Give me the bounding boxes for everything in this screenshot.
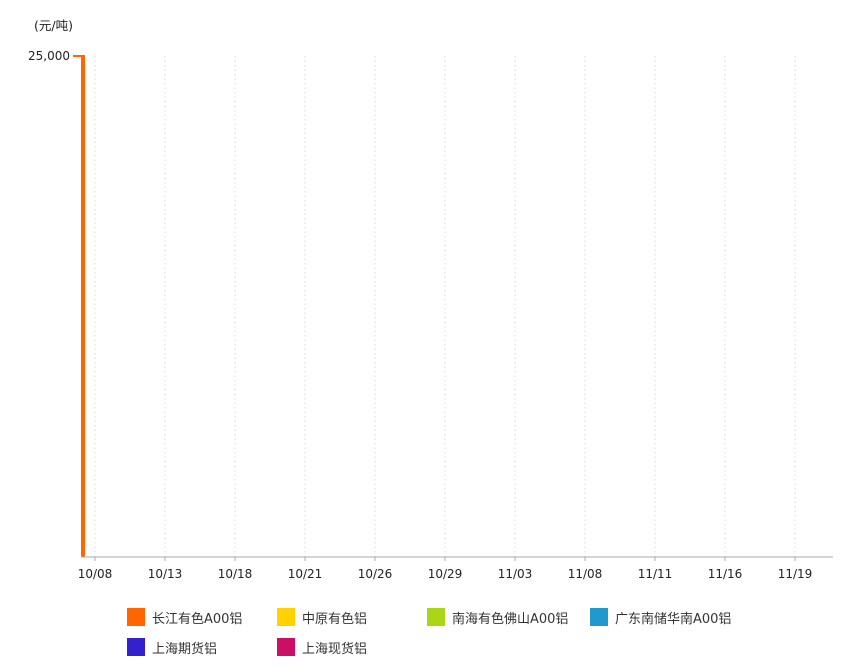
legend-label: 长江有色A00铝 [152, 611, 243, 627]
x-axis-label: 11/16 [708, 567, 743, 581]
legend-swatch [427, 608, 445, 626]
x-axis-label: 11/19 [778, 567, 813, 581]
legend-item-0: 长江有色A00铝 [127, 607, 242, 627]
x-axis-label: 11/08 [568, 567, 603, 581]
legend-swatch [127, 638, 145, 656]
chart-svg: 25,00024,00023,00022,00021,00020,00019,0… [28, 49, 833, 581]
legend-item-5: 上海现货铝 [277, 637, 367, 657]
legend-item-1: 中原有色铝 [277, 607, 367, 627]
x-axis-label: 10/26 [358, 567, 393, 581]
x-axis-label: 10/29 [428, 567, 463, 581]
y-axis-unit-label: (元/吨) [34, 18, 73, 33]
legend-swatch [277, 638, 295, 656]
legend-swatch [590, 608, 608, 626]
legend-label: 中原有色铝 [302, 611, 368, 627]
legend-label: 南海有色佛山A00铝 [452, 611, 569, 627]
x-axis-label: 10/21 [288, 567, 323, 581]
y-axis-line [81, 55, 85, 557]
x-axis-label: 11/11 [638, 567, 673, 581]
y-axis-label: 25,000 [28, 49, 70, 63]
x-axis-label: 10/18 [218, 567, 253, 581]
legend-item-3: 广东南储华南A00铝 [590, 607, 731, 627]
legend-label: 上海现货铝 [302, 641, 368, 657]
x-axis-label: 10/08 [78, 567, 113, 581]
legend-label: 上海期货铝 [152, 641, 218, 657]
legend-swatch [127, 608, 145, 626]
legend-item-4: 上海期货铝 [127, 637, 217, 657]
x-axis-label: 11/03 [498, 567, 533, 581]
legend-swatch [277, 608, 295, 626]
x-axis-label: 10/13 [148, 567, 183, 581]
legend-item-2: 南海有色佛山A00铝 [427, 607, 568, 627]
legend-label: 广东南储华南A00铝 [615, 611, 732, 627]
